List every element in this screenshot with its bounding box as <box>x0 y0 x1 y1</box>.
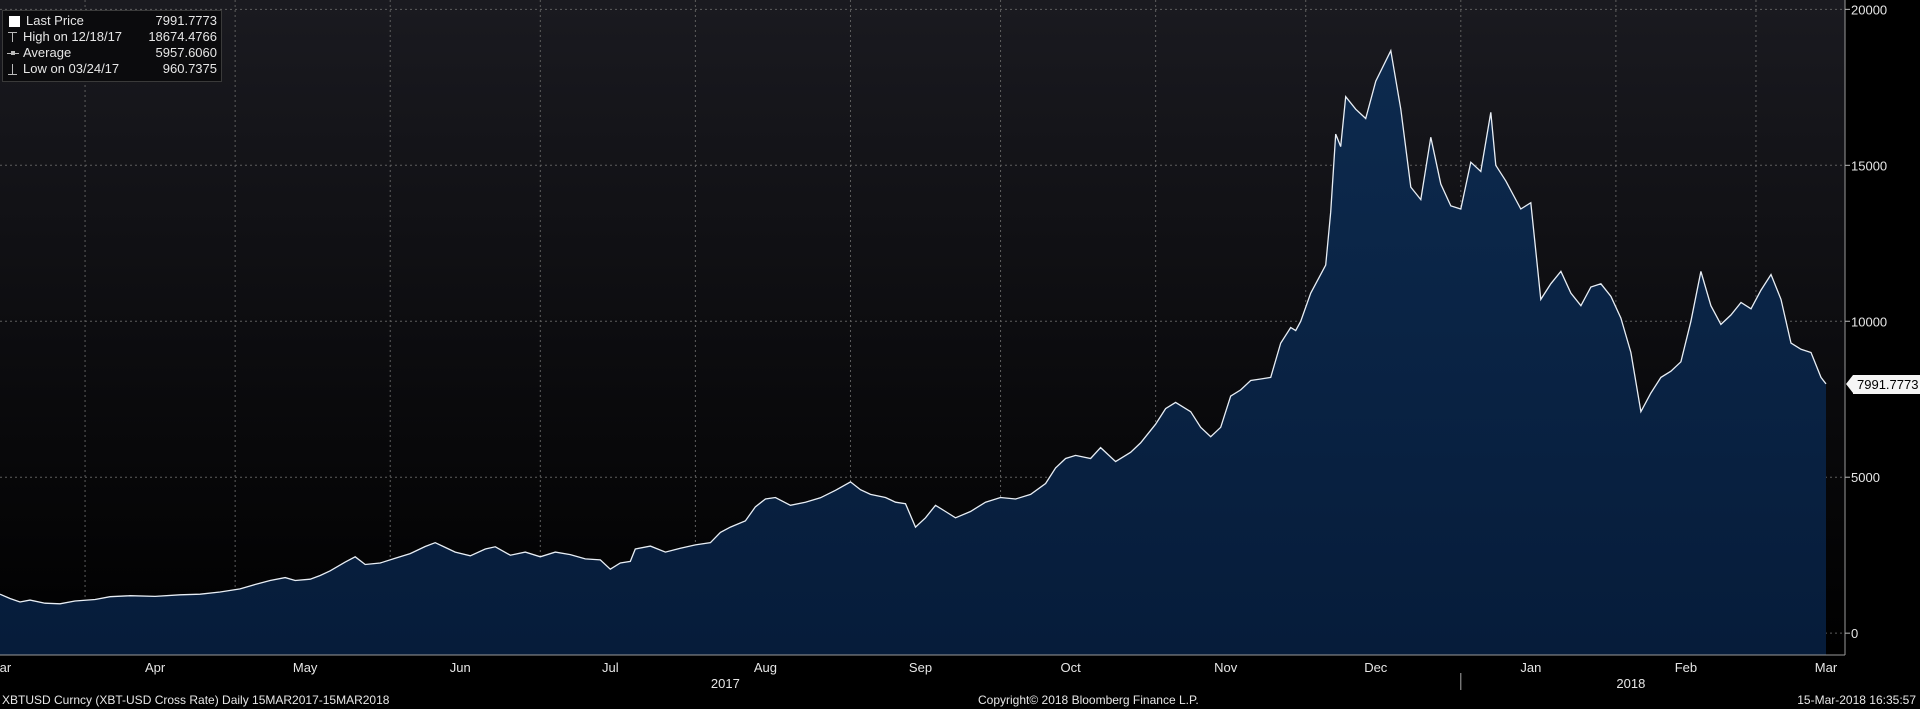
legend-average: Average 5957.6060 <box>7 45 217 61</box>
legend-avg-label: Average <box>23 45 72 60</box>
y-tick-label: 20000 <box>1851 2 1887 17</box>
legend-last-label: Last Price <box>26 13 84 28</box>
x-tick-label: Apr <box>145 660 166 675</box>
y-axis-ticks: 0 5000 10000 15000 20000 <box>1845 2 1887 641</box>
x-axis-ticks: Mar Apr May Jun Jul Aug Sep Oct Nov Dec Jan Feb Mar 2… <box>0 660 1838 691</box>
legend-low-label: Low on 03/24/17 <box>23 61 120 76</box>
footer-timestamp: 15-Mar-2018 16:35:57 <box>1797 693 1916 707</box>
legend-avg-value: 5957.6060 <box>155 45 217 60</box>
legend-low-value: 960.7375 <box>162 61 217 76</box>
x-tick-label: May <box>293 660 318 675</box>
price-area <box>0 50 1826 655</box>
footer-ticker-info: XBTUSD Curncy (XBT-USD Cross Rate) Daily… <box>2 693 390 707</box>
x-tick-label: Dec <box>1364 660 1388 675</box>
x-tick-label: Jan <box>1520 660 1541 675</box>
legend-box: Last Price 7991.7773 High on 12/18/17 18… <box>2 10 222 82</box>
x-tick-label: Mar <box>0 660 12 675</box>
year-label: 2018 <box>1616 676 1645 691</box>
y-tick-label: 5000 <box>1851 470 1880 485</box>
footer-copyright: Copyright© 2018 Bloomberg Finance L.P. <box>978 693 1199 707</box>
x-tick-label: Mar <box>1815 660 1838 675</box>
x-tick-label: Jul <box>602 660 619 675</box>
y-tick-label: 10000 <box>1851 314 1887 329</box>
average-marker-icon <box>7 47 19 59</box>
legend-high-label: High on 12/18/17 <box>23 29 123 44</box>
x-tick-label: Jun <box>450 660 471 675</box>
x-tick-label: Feb <box>1675 660 1697 675</box>
price-line <box>0 48 1827 605</box>
last-price-tag: 7991.7773 <box>1845 375 1920 394</box>
last-price-swatch-icon <box>9 15 20 27</box>
legend-last-price: Last Price 7991.7773 <box>7 13 217 29</box>
legend-last-value: 7991.7773 <box>155 13 217 28</box>
x-tick-label: Sep <box>909 660 932 675</box>
y-tick-label: 0 <box>1851 626 1858 641</box>
legend-high-value: 18674.4766 <box>148 29 217 44</box>
y-tick-label: 15000 <box>1851 158 1887 173</box>
legend-low: Low on 03/24/17 960.7375 <box>7 61 217 77</box>
x-tick-label: Oct <box>1060 660 1081 675</box>
legend-high: High on 12/18/17 18674.4766 <box>7 29 217 45</box>
footer-bar: XBTUSD Curncy (XBT-USD Cross Rate) Daily… <box>0 690 1920 709</box>
x-tick-label: Nov <box>1214 660 1238 675</box>
low-marker-icon <box>7 63 19 75</box>
x-tick-label: Aug <box>754 660 777 675</box>
year-label: 2017 <box>711 676 740 691</box>
high-marker-icon <box>7 31 19 43</box>
